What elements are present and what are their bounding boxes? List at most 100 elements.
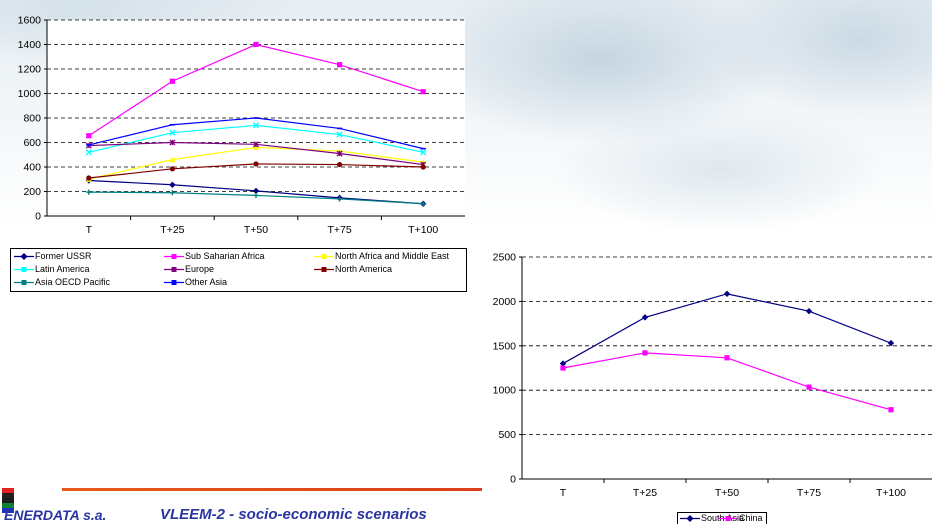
footer-title: VLEEM-2 - socio-economic scenarios [160,506,427,523]
legend-label: China [739,513,763,523]
chart1-data-point [336,150,343,157]
legend-label: Other Asia [185,277,228,287]
chart1-data-point [253,192,259,199]
chart2-x-tick-label: T+75 [797,487,821,499]
chart1-data-point [253,117,259,119]
chart1-y-tick-label: 0 [35,211,41,223]
legend-swatch [14,279,34,285]
chart2-y-tick-label: 1500 [493,340,517,352]
chart2-data-point [888,407,894,413]
chart1-data-point [253,144,259,150]
chart2-x-tick-label: T [560,487,567,499]
chart2-y-tick-label: 2000 [493,296,517,308]
legend-item: Europe [163,264,214,274]
chart1-data-point [86,133,92,139]
chart1-data-point [420,164,426,170]
legend-item: North Africa and Middle East [313,251,449,261]
chart2-x-tick-label: T+50 [715,487,739,499]
footer-company: ENERDATA s.a. [4,507,107,523]
legend-swatch [164,253,184,259]
chart1-data-point [169,139,176,146]
chart1-data-point [252,187,260,195]
chart2-data-point [724,355,730,361]
chart1-data-point [336,131,343,138]
legend-label: Europe [185,264,215,274]
chart2-data-point [806,384,812,390]
legend-swatch [14,266,34,272]
chart1-y-tick-label: 1600 [18,15,42,27]
chart1-data-point [86,189,92,195]
chart2-data-point [559,360,567,367]
legend-item: Latin America [13,264,90,274]
chart1-data-point [420,201,426,207]
chart1-y-tick-label: 600 [23,137,41,149]
legend-swatch [314,253,334,259]
chart1-y-tick-label: 800 [23,113,41,125]
legend-label: North America [335,264,393,274]
legend-swatch [718,515,738,521]
chart1-x-tick-label: T+75 [327,224,351,236]
legend-swatch [164,279,184,285]
legend-item: China [717,513,763,523]
chart2-data-point [805,307,813,315]
legend-item: Other Asia [163,277,227,287]
chart1-x-tick-label: T+100 [408,224,438,236]
chart1-data-point [86,144,92,146]
chart2-data-point [560,365,566,371]
legend-swatch [164,266,184,272]
chart1-data-point [420,147,426,150]
legend-item: Former USSR [13,251,92,261]
chart1-data-point [337,62,343,68]
chart1-data-point [252,141,260,148]
chart1-data-point [253,161,259,167]
chart1-y-tick-label: 1200 [18,64,42,76]
chart1-data-point [169,156,176,163]
chart2-data-point [887,339,895,347]
chart1-data-point [169,190,175,196]
chart1-y-tick-label: 1000 [18,88,42,100]
chart1-data-point [169,166,175,172]
chart-asia-legend: South Asia China [677,512,767,524]
chart2-y-tick-label: 500 [498,429,516,441]
footer-rule [62,488,482,491]
chart1-y-tick-label: 1400 [18,39,42,51]
legend-label: Former USSR [35,251,92,261]
chart2-plot-area [522,257,932,479]
enerdata-logo [2,488,14,522]
chart1-data-point [420,89,426,95]
chart1-data-point [169,181,176,188]
legend-item: North America [313,264,392,274]
chart1-data-point [169,129,176,136]
chart2-y-tick-label: 1000 [493,385,517,397]
legend-item: Asia OECD Pacific [13,277,110,287]
chart1-data-point [337,196,343,202]
chart2-x-tick-label: T+100 [876,487,906,499]
legend-swatch [314,266,334,272]
chart1-data-point [86,175,92,181]
chart1-data-point [420,149,427,156]
chart2-data-point [641,314,649,321]
legend-swatch [680,514,700,522]
chart2-y-tick-label: 2500 [493,252,517,264]
chart1-data-point [169,123,175,126]
legend-item: Sub Saharian Africa [163,251,265,261]
chart1-x-tick-label: T+50 [244,224,268,236]
chart2-y-tick-label: 0 [510,474,516,486]
chart1-data-point [169,78,175,84]
chart1-data-point [337,127,343,130]
chart1-data-point [253,41,259,48]
legend-swatch [14,252,34,260]
chart1-data-point [252,122,260,129]
legend-label: Latin America [35,264,90,274]
chart1-y-tick-label: 200 [23,186,41,198]
legend-label: Asia OECD Pacific [35,277,111,287]
chart1-x-tick-label: T [86,224,93,236]
legend-label: North Africa and Middle East [335,251,450,261]
chart1-data-point [337,161,343,168]
chart1-data-point [85,149,92,156]
chart2-data-point [642,350,648,356]
chart2-data-point [723,290,731,298]
chart1-x-tick-label: T+25 [160,224,184,236]
chart2-x-tick-label: T+25 [633,487,657,499]
